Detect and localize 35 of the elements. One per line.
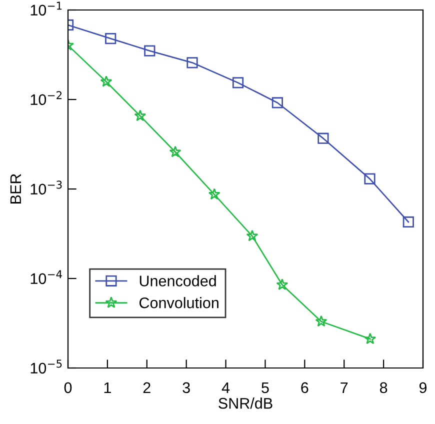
point bbox=[134, 110, 146, 122]
y-tick-label: 10$^{−2}$ bbox=[30, 91, 62, 106]
x-tick-label: 9 bbox=[419, 382, 427, 394]
point bbox=[364, 332, 376, 344]
point bbox=[318, 132, 329, 144]
point bbox=[186, 57, 198, 68]
point bbox=[208, 188, 220, 200]
y-tick-label: 10$^{−3}$ bbox=[30, 180, 62, 195]
y-tick-label: 10$^{−1}$ bbox=[30, 2, 62, 16]
legend-label: Convolution bbox=[140, 297, 218, 308]
y-tick-label: 10$^{−4}$ bbox=[30, 270, 62, 284]
x-tick-label: 1 bbox=[104, 382, 111, 393]
point bbox=[169, 146, 182, 158]
y-axis-title: BER bbox=[10, 174, 21, 204]
point bbox=[276, 278, 288, 290]
x-axis-title: SNR/dB bbox=[218, 398, 272, 409]
x-tick-label: 3 bbox=[182, 382, 190, 394]
x-tick-label: 0 bbox=[64, 382, 72, 394]
x-tick-label: 7 bbox=[340, 382, 348, 393]
point bbox=[364, 173, 376, 184]
point bbox=[100, 75, 112, 87]
point bbox=[232, 77, 244, 88]
point bbox=[105, 32, 116, 44]
x-tick-label: 8 bbox=[380, 382, 388, 394]
x-tick-label: 5 bbox=[262, 382, 269, 394]
point bbox=[315, 315, 328, 327]
legend-label: Unencoded bbox=[140, 275, 216, 286]
point bbox=[144, 45, 156, 56]
x-tick-label: 4 bbox=[222, 382, 230, 393]
x-tick-label: 6 bbox=[301, 382, 308, 394]
point bbox=[402, 216, 414, 228]
x-tick-label: 2 bbox=[143, 382, 150, 393]
y-tick-label: 10$^{−5}$ bbox=[30, 360, 62, 374]
point bbox=[246, 230, 258, 242]
point bbox=[272, 97, 284, 108]
